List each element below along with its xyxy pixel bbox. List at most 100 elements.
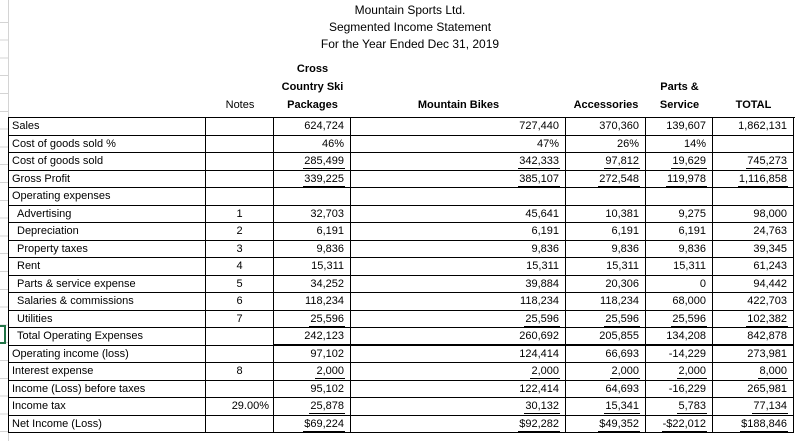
row-label-cell[interactable]: Interest expense <box>9 363 206 381</box>
notes-cell[interactable]: 6 <box>206 293 274 311</box>
value-cell[interactable]: 9,836 <box>351 240 566 258</box>
value-cell[interactable]: 242,123 <box>274 328 351 346</box>
value-cell[interactable]: $188,846 <box>713 415 794 433</box>
notes-cell[interactable] <box>206 415 274 433</box>
row-label-cell[interactable]: Rent <box>9 258 206 276</box>
value-cell[interactable]: 66,693 <box>566 345 646 363</box>
notes-cell[interactable] <box>206 135 274 153</box>
value-cell[interactable]: 1,116,858 <box>713 170 794 188</box>
notes-cell[interactable]: 3 <box>206 240 274 258</box>
value-cell[interactable]: 94,442 <box>713 275 794 293</box>
value-cell[interactable]: 745,273 <box>713 153 794 171</box>
value-cell[interactable]: 97,102 <box>274 345 351 363</box>
value-cell[interactable]: $92,282 <box>351 415 566 433</box>
column-header-accessories[interactable]: Accessories <box>573 99 639 111</box>
row-label-cell[interactable]: Depreciation <box>9 223 206 241</box>
value-cell[interactable]: 134,208 <box>646 328 713 346</box>
value-cell[interactable]: 77,134 <box>713 398 794 416</box>
value-cell[interactable]: 32,703 <box>274 205 351 223</box>
value-cell[interactable]: 102,382 <box>713 310 794 328</box>
value-cell[interactable]: 24,763 <box>713 223 794 241</box>
value-cell[interactable]: 68,000 <box>646 293 713 311</box>
value-cell[interactable]: 842,878 <box>713 328 794 346</box>
value-cell[interactable]: 124,414 <box>351 345 566 363</box>
value-cell[interactable] <box>566 188 646 206</box>
row-label-cell[interactable]: Advertising <box>9 205 206 223</box>
value-cell[interactable]: 422,703 <box>713 293 794 311</box>
value-cell[interactable]: -$22,012 <box>646 415 713 433</box>
row-label-cell[interactable]: Property taxes <box>9 240 206 258</box>
column-header-notes[interactable]: Notes <box>225 99 255 111</box>
value-cell[interactable]: 119,978 <box>646 170 713 188</box>
value-cell[interactable]: 205,855 <box>566 328 646 346</box>
value-cell[interactable]: 9,836 <box>566 240 646 258</box>
value-cell[interactable]: 39,884 <box>351 275 566 293</box>
value-cell[interactable]: 46% <box>274 135 351 153</box>
value-cell[interactable]: 26% <box>566 135 646 153</box>
value-cell[interactable]: 10,381 <box>566 205 646 223</box>
value-cell[interactable]: 727,440 <box>351 118 566 136</box>
notes-cell[interactable] <box>206 188 274 206</box>
value-cell[interactable]: 25,596 <box>274 310 351 328</box>
value-cell[interactable]: 9,836 <box>274 240 351 258</box>
row-label-cell[interactable]: Cost of goods sold <box>9 153 206 171</box>
notes-cell[interactable] <box>206 345 274 363</box>
value-cell[interactable]: 34,252 <box>274 275 351 293</box>
row-label-cell[interactable]: Parts & service expense <box>9 275 206 293</box>
value-cell[interactable]: 64,693 <box>566 380 646 398</box>
value-cell[interactable] <box>351 188 566 206</box>
value-cell[interactable] <box>274 188 351 206</box>
value-cell[interactable]: 118,234 <box>566 293 646 311</box>
notes-cell[interactable] <box>206 380 274 398</box>
value-cell[interactable]: 6,191 <box>566 223 646 241</box>
value-cell[interactable]: 30,132 <box>351 398 566 416</box>
statement-title[interactable]: Segmented Income Statement <box>328 20 492 34</box>
notes-cell[interactable] <box>206 153 274 171</box>
value-cell[interactable]: 122,414 <box>351 380 566 398</box>
value-cell[interactable]: $69,224 <box>274 415 351 433</box>
column-header-cross-country-ski-packages[interactable]: Cross Country Ski Packages <box>274 60 351 114</box>
value-cell[interactable]: 118,234 <box>351 293 566 311</box>
value-cell[interactable]: 25,596 <box>646 310 713 328</box>
row-label-cell[interactable]: Sales <box>9 118 206 136</box>
notes-cell[interactable]: 29.00% <box>206 398 274 416</box>
value-cell[interactable]: 2,000 <box>274 363 351 381</box>
value-cell[interactable]: 15,311 <box>274 258 351 276</box>
value-cell[interactable]: 25,596 <box>351 310 566 328</box>
value-cell[interactable]: 61,243 <box>713 258 794 276</box>
column-header-mountain-bikes[interactable]: Mountain Bikes <box>417 99 500 111</box>
value-cell[interactable]: 273,981 <box>713 345 794 363</box>
column-header-parts-service[interactable]: Parts & Service <box>646 78 713 114</box>
value-cell[interactable]: 39,345 <box>713 240 794 258</box>
notes-cell[interactable]: 4 <box>206 258 274 276</box>
value-cell[interactable]: 285,499 <box>274 153 351 171</box>
value-cell[interactable]: 97,812 <box>566 153 646 171</box>
value-cell[interactable]: 272,548 <box>566 170 646 188</box>
notes-cell[interactable]: 7 <box>206 310 274 328</box>
value-cell[interactable]: 15,311 <box>646 258 713 276</box>
value-cell[interactable]: 2,000 <box>566 363 646 381</box>
notes-cell[interactable]: 8 <box>206 363 274 381</box>
value-cell[interactable]: 8,000 <box>713 363 794 381</box>
row-label-cell[interactable]: Total Operating Expenses <box>9 328 206 346</box>
period-title[interactable]: For the Year Ended Dec 31, 2019 <box>320 37 500 51</box>
value-cell[interactable]: 15,311 <box>351 258 566 276</box>
row-label-cell[interactable]: Gross Profit <box>9 170 206 188</box>
notes-cell[interactable]: 2 <box>206 223 274 241</box>
value-cell[interactable]: 5,783 <box>646 398 713 416</box>
notes-cell[interactable] <box>206 328 274 346</box>
value-cell[interactable]: $49,352 <box>566 415 646 433</box>
value-cell[interactable]: 6,191 <box>646 223 713 241</box>
row-label-cell[interactable]: Net Income (Loss) <box>9 415 206 433</box>
value-cell[interactable]: 624,724 <box>274 118 351 136</box>
value-cell[interactable]: 139,607 <box>646 118 713 136</box>
value-cell[interactable]: 14% <box>646 135 713 153</box>
value-cell[interactable] <box>713 135 794 153</box>
value-cell[interactable]: 20,306 <box>566 275 646 293</box>
value-cell[interactable]: 45,641 <box>351 205 566 223</box>
row-label-cell[interactable]: Cost of goods sold % <box>9 135 206 153</box>
notes-cell[interactable] <box>206 170 274 188</box>
value-cell[interactable]: 47% <box>351 135 566 153</box>
value-cell[interactable]: 19,629 <box>646 153 713 171</box>
value-cell[interactable]: 260,692 <box>351 328 566 346</box>
